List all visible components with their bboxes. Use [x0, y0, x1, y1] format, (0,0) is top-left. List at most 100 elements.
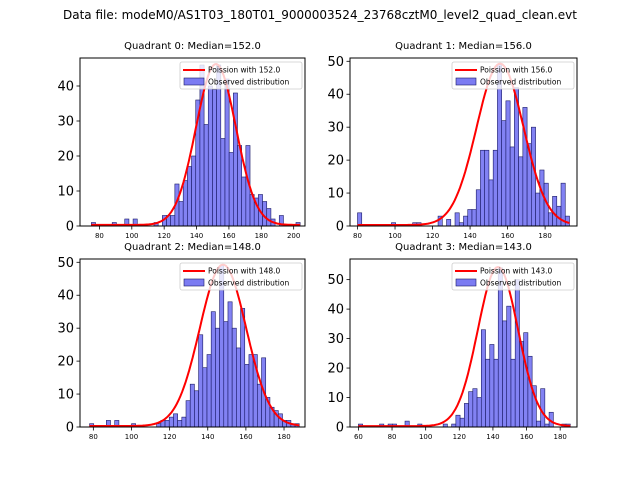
x-tick-label: 140	[486, 433, 499, 441]
legend-bar-swatch	[183, 77, 205, 86]
subplot-quadrant-1: Quadrant 1: Median=156.080 100 120 140 160 18…	[327, 41, 578, 240]
y-tick-label: 10	[327, 391, 344, 406]
x-tick-label: 140	[463, 232, 476, 240]
histogram-bar	[497, 267, 503, 428]
x-tick-label: 80	[89, 433, 98, 441]
y-tick-label: 30	[57, 115, 74, 130]
subplot-quadrant-3: Quadrant 3: Median=143.060 80 100 120 140 160…	[327, 242, 578, 441]
histogram-bar	[485, 358, 491, 428]
histogram-bar	[178, 201, 184, 227]
histogram-bar	[248, 354, 254, 428]
legend-bar-swatch	[455, 77, 477, 86]
legend-label-observed: Observed distribution	[480, 279, 561, 288]
legend-box	[179, 61, 303, 90]
y-tick-label: 30	[57, 322, 74, 337]
histogram-bar	[236, 347, 241, 428]
histogram-bar	[241, 176, 247, 227]
y-tick-label: 10	[57, 388, 74, 403]
x-tick-label: 180	[255, 232, 268, 240]
subplot-quadrant-2: Quadrant 2: Median=148.080 100 120 140 160 18…	[57, 242, 306, 441]
histogram-bar	[210, 311, 216, 428]
legend: Poission with 143.0 Observed distribution	[451, 262, 575, 291]
legend-label-poisson: Poission with 143.0	[480, 267, 553, 276]
axes-frame	[79, 57, 306, 227]
histogram-bar	[206, 354, 212, 428]
x-tick-label: 80	[95, 232, 104, 240]
legend-label-poisson: Poission with 148.0	[208, 267, 281, 276]
y-tick-label: 0	[66, 421, 74, 436]
histogram-bar	[212, 89, 217, 227]
legend: Poission with 156.0 Observed distribution	[451, 61, 575, 90]
x-tick-label: 80	[353, 232, 362, 240]
histogram-bar	[468, 391, 474, 428]
histogram-bar	[510, 358, 516, 428]
histogram-bar	[454, 212, 460, 227]
histogram-bar	[198, 334, 204, 428]
subplot-title: Quadrant 0: Median=152.0	[124, 41, 261, 52]
y-tick-label: 50	[327, 55, 344, 70]
histogram-bar	[547, 212, 553, 227]
histogram-bar	[215, 327, 220, 428]
histogram-bar	[191, 155, 197, 227]
histogram-bar	[223, 321, 229, 428]
histogram-bar	[501, 120, 507, 227]
histogram-bar	[207, 85, 213, 227]
histogram-bar	[506, 305, 512, 428]
poisson-curve	[358, 265, 571, 428]
subplot-title: Quadrant 2: Median=148.0	[124, 242, 261, 253]
x-tick-label: 200	[287, 232, 300, 240]
histogram-bar	[189, 383, 195, 428]
histogram-bar	[228, 152, 234, 227]
histogram-bar	[240, 308, 246, 428]
legend: Poission with 148.0 Observed distribution	[179, 262, 303, 291]
y-tick-label: 20	[57, 150, 74, 165]
histogram-bar	[244, 364, 250, 428]
histogram-bar	[509, 146, 515, 227]
legend-box	[451, 61, 575, 90]
y-tick-label: 0	[66, 220, 74, 235]
y-tick-label: 30	[327, 121, 344, 136]
histogram-bar	[173, 413, 178, 428]
histogram-bar	[187, 166, 192, 227]
histogram-bar	[535, 192, 541, 227]
histogram-bar	[527, 355, 533, 428]
poisson-curve	[89, 263, 300, 427]
histogram-bar	[257, 383, 262, 428]
histogram-bar	[194, 390, 199, 428]
histogram-bar	[467, 209, 473, 227]
histogram-bar	[489, 344, 495, 428]
histogram-bar	[523, 332, 529, 428]
x-tick-label: 60	[354, 433, 363, 441]
histogram-bar	[237, 145, 242, 227]
axes-frame	[79, 258, 306, 428]
y-tick-label: 20	[327, 154, 344, 169]
poisson-curve	[91, 62, 301, 226]
histogram-bar	[220, 138, 226, 227]
axes-frame	[349, 258, 578, 428]
x-tick-label: 120	[163, 433, 176, 441]
legend-box	[451, 262, 575, 291]
y-tick-label: 10	[57, 185, 74, 200]
histogram-bar	[464, 403, 469, 428]
histogram-bar	[476, 397, 482, 428]
x-tick-label: 140	[190, 232, 203, 240]
x-tick-label: 160	[520, 433, 533, 441]
legend-label-poisson: Poission with 152.0	[208, 66, 281, 75]
legend-label-observed: Observed distribution	[208, 279, 289, 288]
histogram-bar	[505, 100, 511, 227]
histogram-bar	[480, 149, 485, 227]
x-tick-label: 140	[201, 433, 214, 441]
x-tick-label: 180	[277, 433, 290, 441]
y-tick-label: 40	[327, 303, 344, 318]
histogram-bar	[518, 156, 524, 227]
x-tick-label: 100	[125, 232, 138, 240]
histogram-bar	[164, 420, 170, 428]
histogram-bar	[463, 215, 469, 227]
histogram-bar	[536, 420, 541, 428]
histogram-bar	[480, 329, 486, 428]
histogram-bar	[459, 417, 465, 428]
y-tick-label: 40	[57, 80, 74, 95]
x-tick-label: 120	[426, 232, 439, 240]
histogram-bar	[472, 388, 478, 428]
